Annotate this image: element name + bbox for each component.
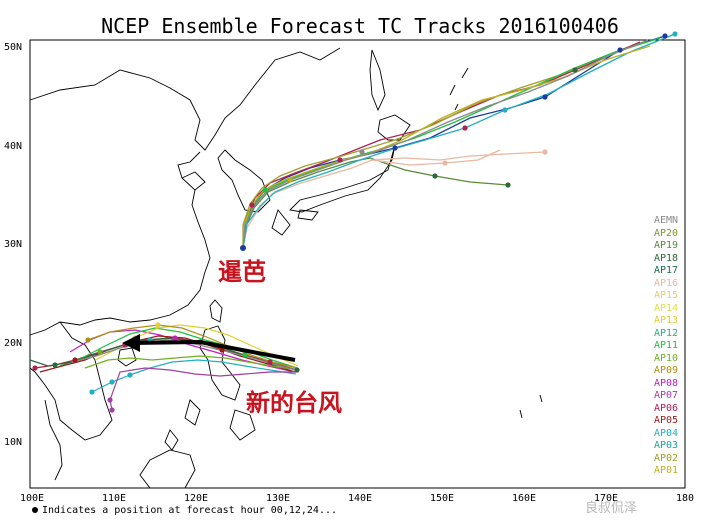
north-storm-label: 暹芭 [218,257,266,286]
coastlines [29,47,543,489]
legend-entry: AP07 [654,390,679,401]
legend-entry: AP09 [654,365,679,376]
lon-label-130e: 130E [266,493,291,504]
legend-entry: AP19 [654,240,679,251]
lon-label-100e: 100E [20,493,45,504]
legend-entry: AP03 [654,440,679,451]
legend: AEMN AP20 AP19 AP18 AP17 AP16 AP15 AP14 … [654,215,678,478]
lat-label-30n: 30N [4,239,23,250]
legend-entry: AEMN [654,215,679,226]
legend-entry: AP20 [654,227,679,239]
legend-entry: AP06 [654,402,679,414]
footnote-dot-icon [32,507,38,513]
legend-entry: AP08 [654,377,679,389]
south-storm-label: 新的台风 [246,388,342,417]
legend-entry: AP14 [654,302,679,314]
north-tracks [242,33,676,249]
lon-label-170e: 170E [594,493,619,504]
lon-label-180: 180 [676,493,695,504]
legend-entry: AP01 [654,465,679,476]
lat-label-20n: 20N [4,338,23,349]
legend-entry: AP11 [654,340,679,351]
lon-label-140e: 140E [348,493,373,504]
legend-entry: AP15 [654,290,679,301]
legend-entry: AP18 [654,252,679,264]
legend-entry: AP16 [654,277,679,289]
legend-entry: AP12 [654,327,679,339]
legend-entry: AP04 [654,427,679,439]
legend-entry: AP10 [654,352,679,364]
lon-label-150e: 150E [430,493,455,504]
legend-entry: AP05 [654,415,679,426]
map-frame [29,39,686,489]
legend-entry: AP02 [654,452,679,464]
watermark: 良叔侃泽 [585,501,638,516]
lat-label-50n: 50N [4,42,23,53]
lon-label-120e: 120E [184,493,209,504]
lat-label-10n: 10N [4,437,23,448]
legend-entry: AP17 [654,265,679,276]
lon-label-110e: 110E [102,493,127,504]
lat-label-40n: 40N [4,141,23,152]
legend-entry: AP13 [654,315,679,326]
footnote: Indicates a position at forecast hour 00… [42,505,338,516]
motion-arrow [122,334,296,362]
chart-title: NCEP Ensemble Forecast TC Tracks 2016100… [101,14,619,38]
lon-label-160e: 160E [512,493,537,504]
